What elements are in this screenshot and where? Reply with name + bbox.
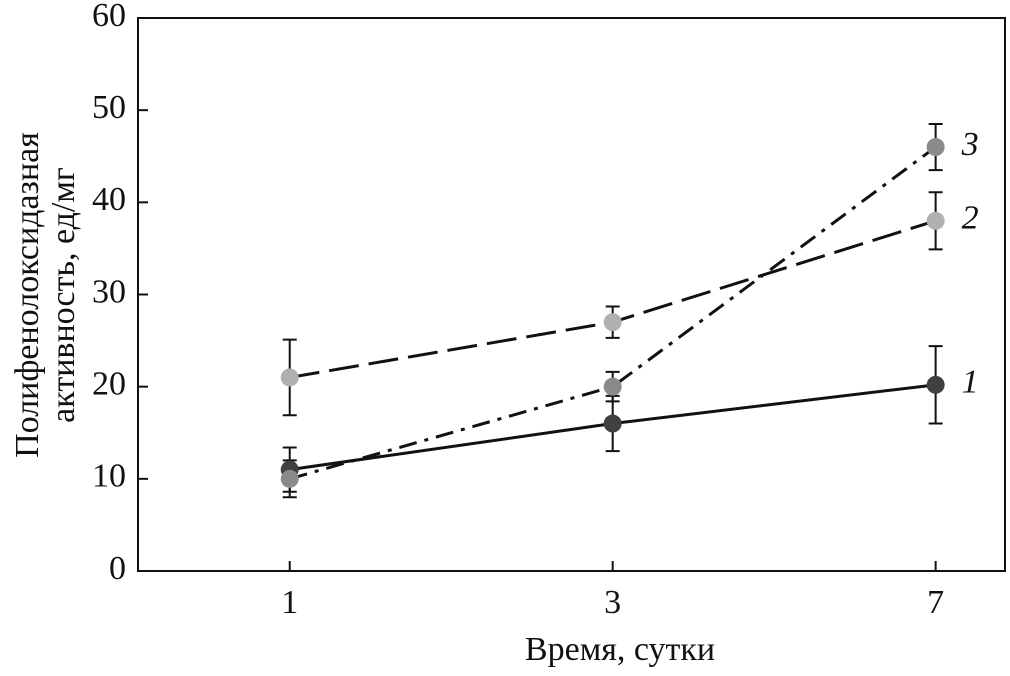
y-tick-label: 10 (92, 458, 126, 495)
plot-frame (137, 17, 1006, 572)
y-axis-label: активность, ед/мг (45, 167, 82, 423)
y-tick-label: 0 (109, 550, 126, 587)
data-point (603, 313, 622, 332)
y-axis-label: Полифенолоксидазная (9, 132, 46, 458)
x-axis-label: Время, сутки (525, 631, 715, 668)
series-label: 2 (962, 200, 979, 237)
x-tick-label: 1 (281, 584, 298, 621)
x-tick-label: 7 (927, 584, 944, 621)
y-tick-label: 20 (92, 365, 126, 402)
series-label: 3 (961, 126, 979, 163)
data-point (926, 211, 945, 230)
data-point (280, 368, 299, 387)
data-point (926, 138, 945, 157)
data-point (926, 375, 945, 394)
x-tick-label: 3 (604, 584, 621, 621)
y-tick-label: 30 (92, 273, 126, 310)
y-tick-label: 40 (92, 181, 126, 218)
y-tick-label: 60 (92, 0, 126, 34)
data-point (603, 377, 622, 396)
y-tick-label: 50 (92, 89, 126, 126)
data-point (603, 414, 622, 433)
series-label: 1 (962, 364, 979, 401)
data-point (280, 469, 299, 488)
series-line (289, 219, 937, 379)
